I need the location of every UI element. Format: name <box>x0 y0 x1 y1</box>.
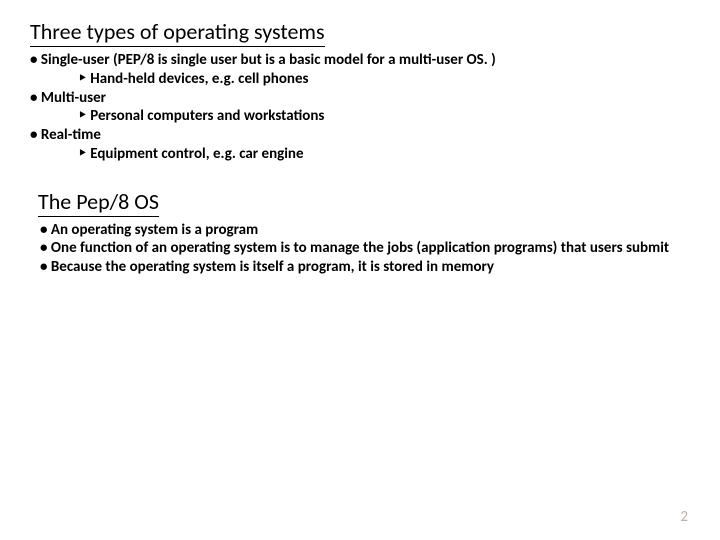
page-number: 2 <box>680 508 688 526</box>
list-item: Real-time <box>30 126 690 145</box>
list-item: Personal computers and workstations <box>78 107 690 126</box>
list-item: Equipment control, e.g. car engine <box>78 145 690 164</box>
sub-list: Personal computers and workstations <box>30 107 690 126</box>
section2-list: An operating system is a program One fun… <box>40 221 690 277</box>
list-item: Hand-held devices, e.g. cell phones <box>78 70 690 89</box>
sub-list: Equipment control, e.g. car engine <box>30 145 690 164</box>
list-item: Single-user (PEP/8 is single user but is… <box>30 51 690 70</box>
list-item: An operating system is a program <box>40 221 690 240</box>
section1-list: Single-user (PEP/8 is single user but is… <box>30 51 690 164</box>
section2-title: The Pep/8 OS <box>38 188 159 217</box>
list-item: One function of an operating system is t… <box>40 239 690 258</box>
sub-list: Hand-held devices, e.g. cell phones <box>30 70 690 89</box>
section1-title: Three types of operating systems <box>30 18 325 47</box>
slide: Three types of operating systems Single-… <box>0 0 720 540</box>
list-item: Because the operating system is itself a… <box>40 258 690 277</box>
list-item: Multi-user <box>30 89 690 108</box>
